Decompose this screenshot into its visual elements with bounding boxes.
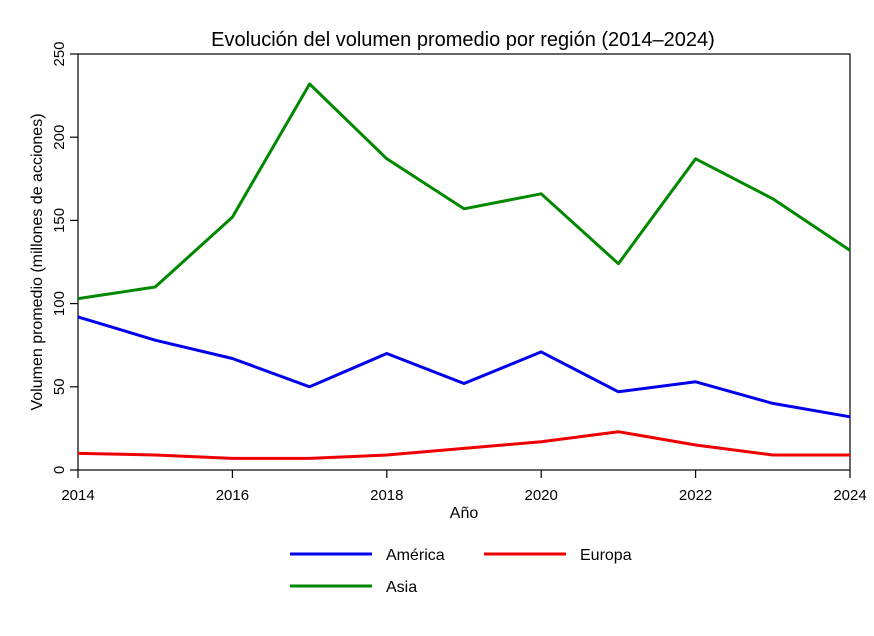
chart-title: Evolución del volumen promedio por regió… [211,29,715,51]
y-tick-label: 250 [51,41,68,66]
x-tick-label: 2022 [679,487,712,504]
y-tick-label: 100 [51,291,68,316]
y-tick-label: 200 [51,125,68,150]
legend-label: América [386,547,445,564]
series-line-asia [77,82,851,301]
x-tick-label: 2014 [61,487,94,504]
legend-label: Asia [386,579,417,596]
legend-label: Europa [580,547,632,564]
plot-frame [77,53,851,471]
y-tick-label: 150 [51,208,68,233]
y-tick-label: 0 [51,466,68,474]
x-tick-label: 2020 [525,487,558,504]
y-tick-label: 50 [51,378,68,395]
legend: América Europa Asia [290,547,632,596]
x-axis-label: Año [450,505,479,522]
series-lines [77,82,851,460]
x-tick-label: 2016 [216,487,249,504]
y-axis-label: Volumen promedio (millones de acciones) [29,113,46,410]
y-axis: 0 50 100 150 200 250 [51,41,78,474]
x-axis: 2014 2016 2018 2020 2022 2024 [61,470,867,504]
series-line-europa [77,430,850,460]
x-tick-label: 2018 [370,487,403,504]
x-tick-label: 2024 [833,487,866,504]
series-line-américa [77,315,851,419]
